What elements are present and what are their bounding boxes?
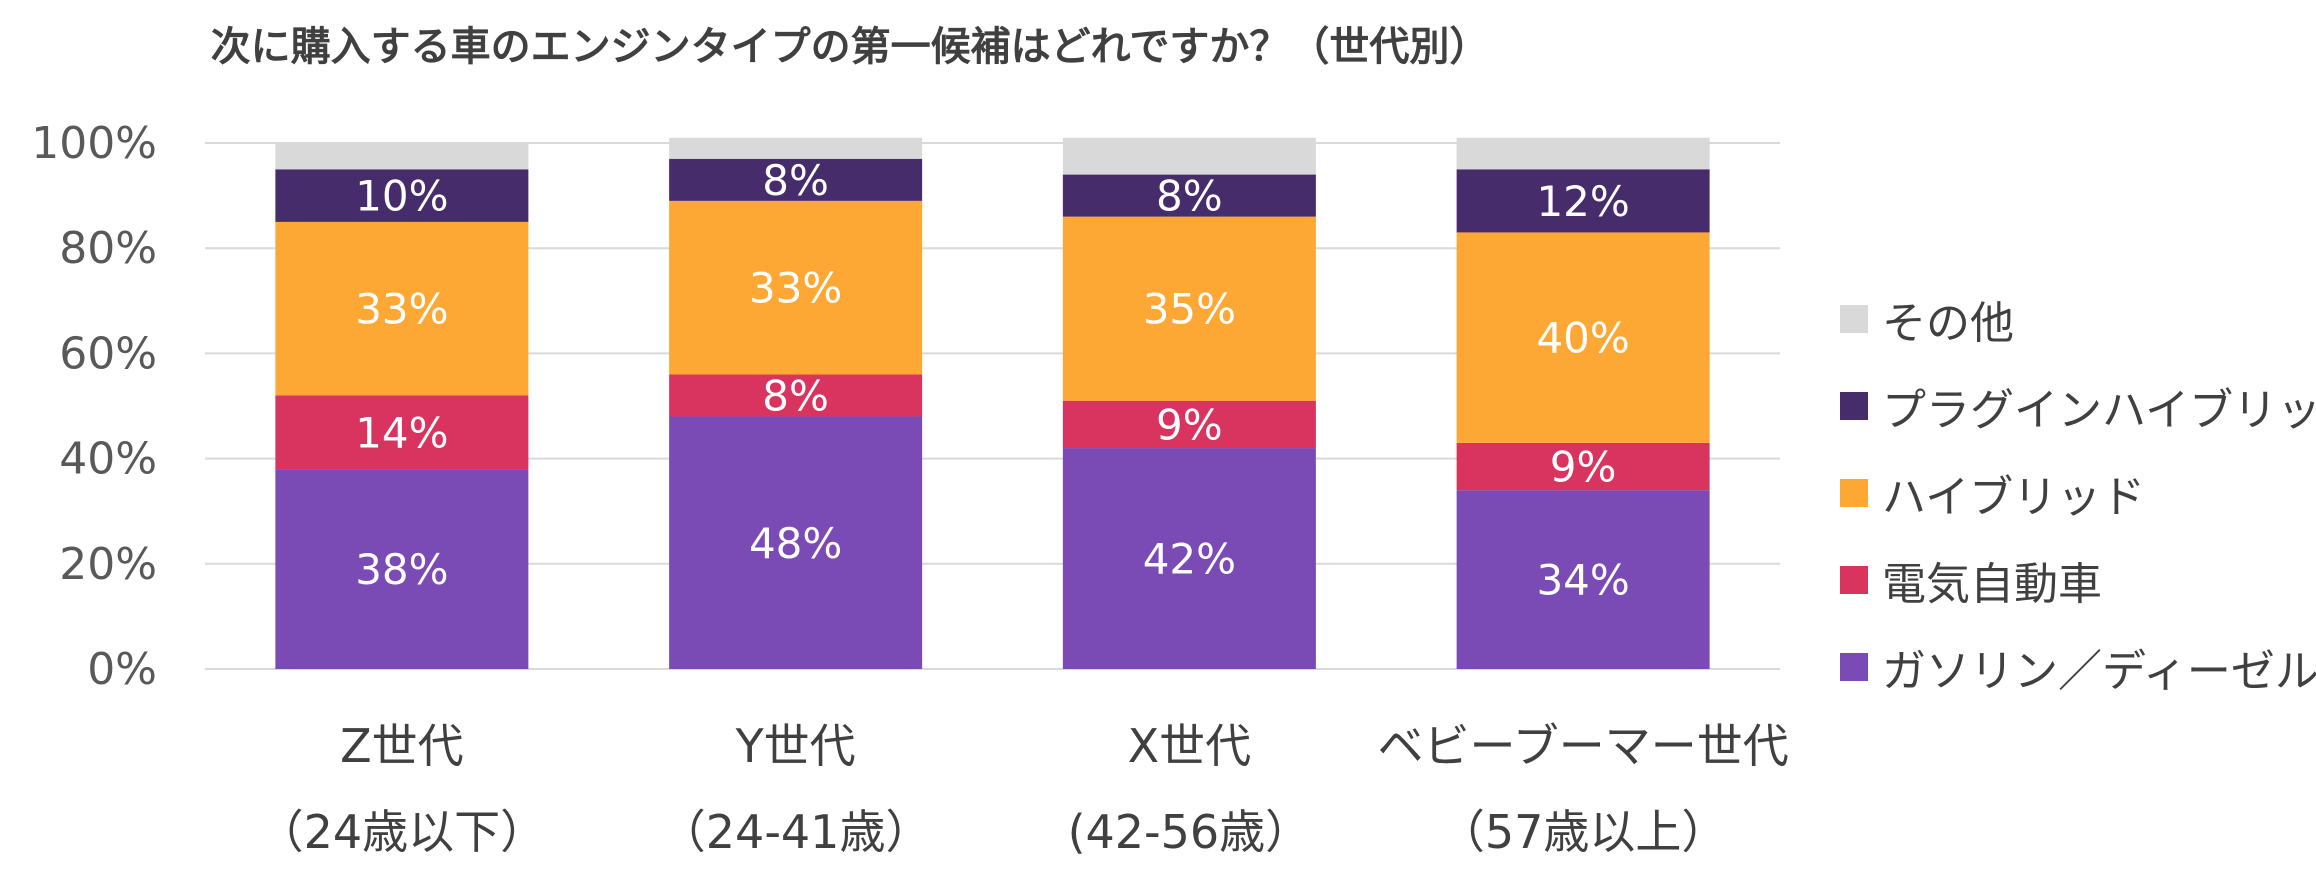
legend-item: ガソリン／ディーゼル — [1840, 623, 2316, 710]
y-tick-label: 100% — [31, 118, 157, 169]
data-label: 40% — [1536, 314, 1629, 363]
legend-item: プラグインハイブリッド — [1840, 362, 2316, 449]
bar-segment — [1062, 400, 1316, 449]
data-label: 48% — [749, 519, 842, 568]
x-category-label: （57歳以上） — [1439, 805, 1728, 859]
x-category-label: （24歳以下） — [258, 805, 547, 859]
bar-segment — [1062, 137, 1316, 175]
legend-swatch — [1840, 565, 1868, 594]
legend-item: その他 — [1840, 275, 2316, 362]
legend-label: 電気自動車 — [1882, 558, 2102, 610]
data-label: 8% — [1156, 172, 1223, 221]
data-label: 14% — [355, 408, 448, 457]
bar-segment — [1062, 448, 1316, 669]
bar-segment — [275, 221, 529, 396]
bar-segment — [1062, 174, 1316, 217]
bar-segment — [669, 158, 923, 201]
x-category-label: ベビーブーマー世代 — [1378, 719, 1789, 773]
legend-label: ガソリン／ディーゼル — [1882, 645, 2316, 697]
legend-item: ハイブリッド — [1840, 449, 2316, 536]
data-label: 10% — [355, 172, 448, 221]
x-category-label: (42-56歳） — [1068, 805, 1312, 859]
bar-segment — [1456, 169, 1710, 233]
x-category-label: （24-41歳） — [660, 805, 932, 859]
bar-segment — [1456, 442, 1710, 491]
data-label: 9% — [1550, 442, 1617, 491]
bar-segment — [1456, 232, 1710, 443]
data-label: 12% — [1536, 177, 1629, 226]
x-category-label: Y世代 — [735, 719, 856, 773]
data-label: 35% — [1143, 285, 1236, 334]
bar-segment — [275, 169, 529, 222]
stacked-bar-chart: 0% 20% 40% 60% 80% 100% 38% 14% 33% 10% Z世代 （24歳以下）… — [31, 118, 1789, 859]
chart-title: 次に購入する車のエンジンタイプの第一候補はどれですか？（世代別） — [210, 24, 1490, 70]
data-label: 8% — [762, 371, 829, 420]
bar-segment — [669, 200, 923, 375]
legend-label: その他 — [1882, 297, 2014, 349]
legend: その他プラグインハイブリッドハイブリッド電気自動車ガソリン／ディーゼル — [1840, 275, 2316, 710]
bar-segment — [1456, 137, 1710, 170]
data-label: 42% — [1143, 535, 1236, 584]
y-tick-label: 0% — [87, 644, 157, 695]
bar-segment — [669, 374, 923, 417]
bar-segment — [669, 416, 923, 669]
bar-segment — [1456, 490, 1710, 669]
data-label: 33% — [355, 285, 448, 334]
bar-segment — [1062, 216, 1316, 401]
data-label: 9% — [1156, 400, 1223, 449]
bar-segment — [669, 137, 923, 159]
x-category-label: Z世代 — [340, 719, 464, 773]
bar-segment — [275, 143, 529, 170]
y-tick-label: 20% — [59, 539, 157, 590]
y-tick-label: 80% — [59, 223, 157, 274]
y-tick-label: 40% — [59, 434, 157, 485]
legend-item: 電気自動車 — [1840, 536, 2316, 623]
data-label: 33% — [749, 264, 842, 313]
data-label: 34% — [1536, 556, 1629, 605]
bar-segment — [275, 395, 529, 470]
legend-label: ハイブリッド — [1882, 471, 2146, 523]
legend-label: プラグインハイブリッド — [1882, 384, 2316, 436]
legend-swatch — [1840, 478, 1868, 507]
legend-swatch — [1840, 304, 1868, 333]
data-label: 38% — [355, 545, 448, 594]
y-tick-label: 60% — [59, 328, 157, 379]
legend-swatch — [1840, 652, 1868, 681]
legend-swatch — [1840, 391, 1868, 420]
data-label: 8% — [762, 156, 829, 205]
x-category-label: X世代 — [1128, 719, 1252, 773]
bar-segment — [275, 469, 529, 669]
